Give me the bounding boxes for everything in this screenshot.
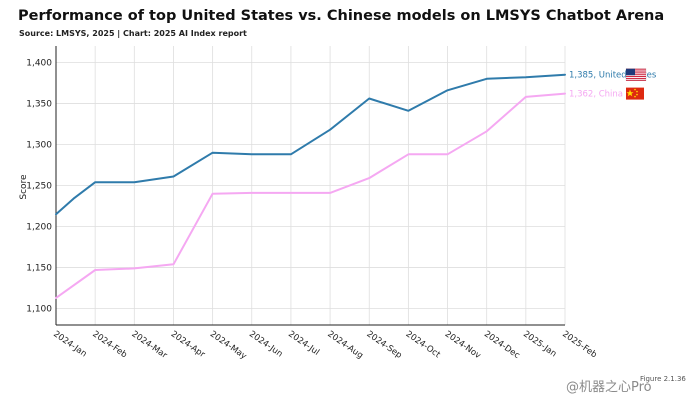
watermark: @机器之心Pro	[566, 380, 652, 395]
x-tick-label: 2024-Jun	[247, 329, 284, 359]
x-tick-label: 2024-Feb	[90, 329, 128, 360]
series-line-china	[55, 92, 566, 299]
y-tick-label: 1,300	[26, 140, 52, 150]
x-tick-label: 2024-Nov	[443, 329, 483, 361]
end-label-united-states: 1,385, United States	[569, 71, 657, 81]
y-tick-label: 1,150	[26, 264, 52, 274]
chart-source: Source: LMSYS, 2025 | Chart: 2025 AI Ind…	[19, 29, 247, 38]
china-flag-icon	[626, 87, 644, 100]
y-tick-label: 1,400	[26, 58, 52, 68]
x-tick-label: 2024-Mar	[130, 329, 170, 361]
y-tick-label: 1,350	[26, 99, 52, 109]
y-axis-label: Score	[19, 174, 29, 200]
us-flag-icon	[625, 68, 647, 81]
y-tick-label: 1,250	[26, 182, 52, 192]
gridlines	[55, 46, 566, 325]
x-tick-label: 2025-Feb	[560, 329, 598, 360]
x-tick-label: 2024-Aug	[325, 329, 364, 361]
x-tick-label: 2024-Dec	[482, 329, 522, 361]
x-tick-label: 2024-Oct	[404, 329, 443, 360]
chart-title: Performance of top United States vs. Chi…	[18, 8, 665, 24]
x-tick-label: 2025-Jan	[521, 329, 558, 359]
figure-label: Figure 2.1.36	[640, 375, 686, 383]
x-tick-label: 2024-Sep	[365, 329, 404, 361]
x-tick-label: 2024-Apr	[169, 329, 207, 360]
y-axis: 1,100 1,150 1,200 1,250 1,300 1,350 1,400	[26, 46, 57, 325]
x-tick-label: 2024-May	[208, 329, 248, 361]
y-tick-label: 1,100	[26, 305, 52, 315]
y-tick-label: 1,200	[26, 223, 52, 233]
series-lines	[55, 73, 566, 299]
x-tick-label: 2024-Jan	[51, 329, 88, 359]
series-end-labels: 1,385, United States 1,362, China	[569, 68, 657, 100]
x-axis: 2024-Jan 2024-Feb 2024-Mar 2024-Apr 2024-May…	[51, 324, 599, 362]
end-label-china: 1,362, China	[569, 90, 623, 100]
x-tick-label: 2024-Jul	[286, 329, 321, 358]
